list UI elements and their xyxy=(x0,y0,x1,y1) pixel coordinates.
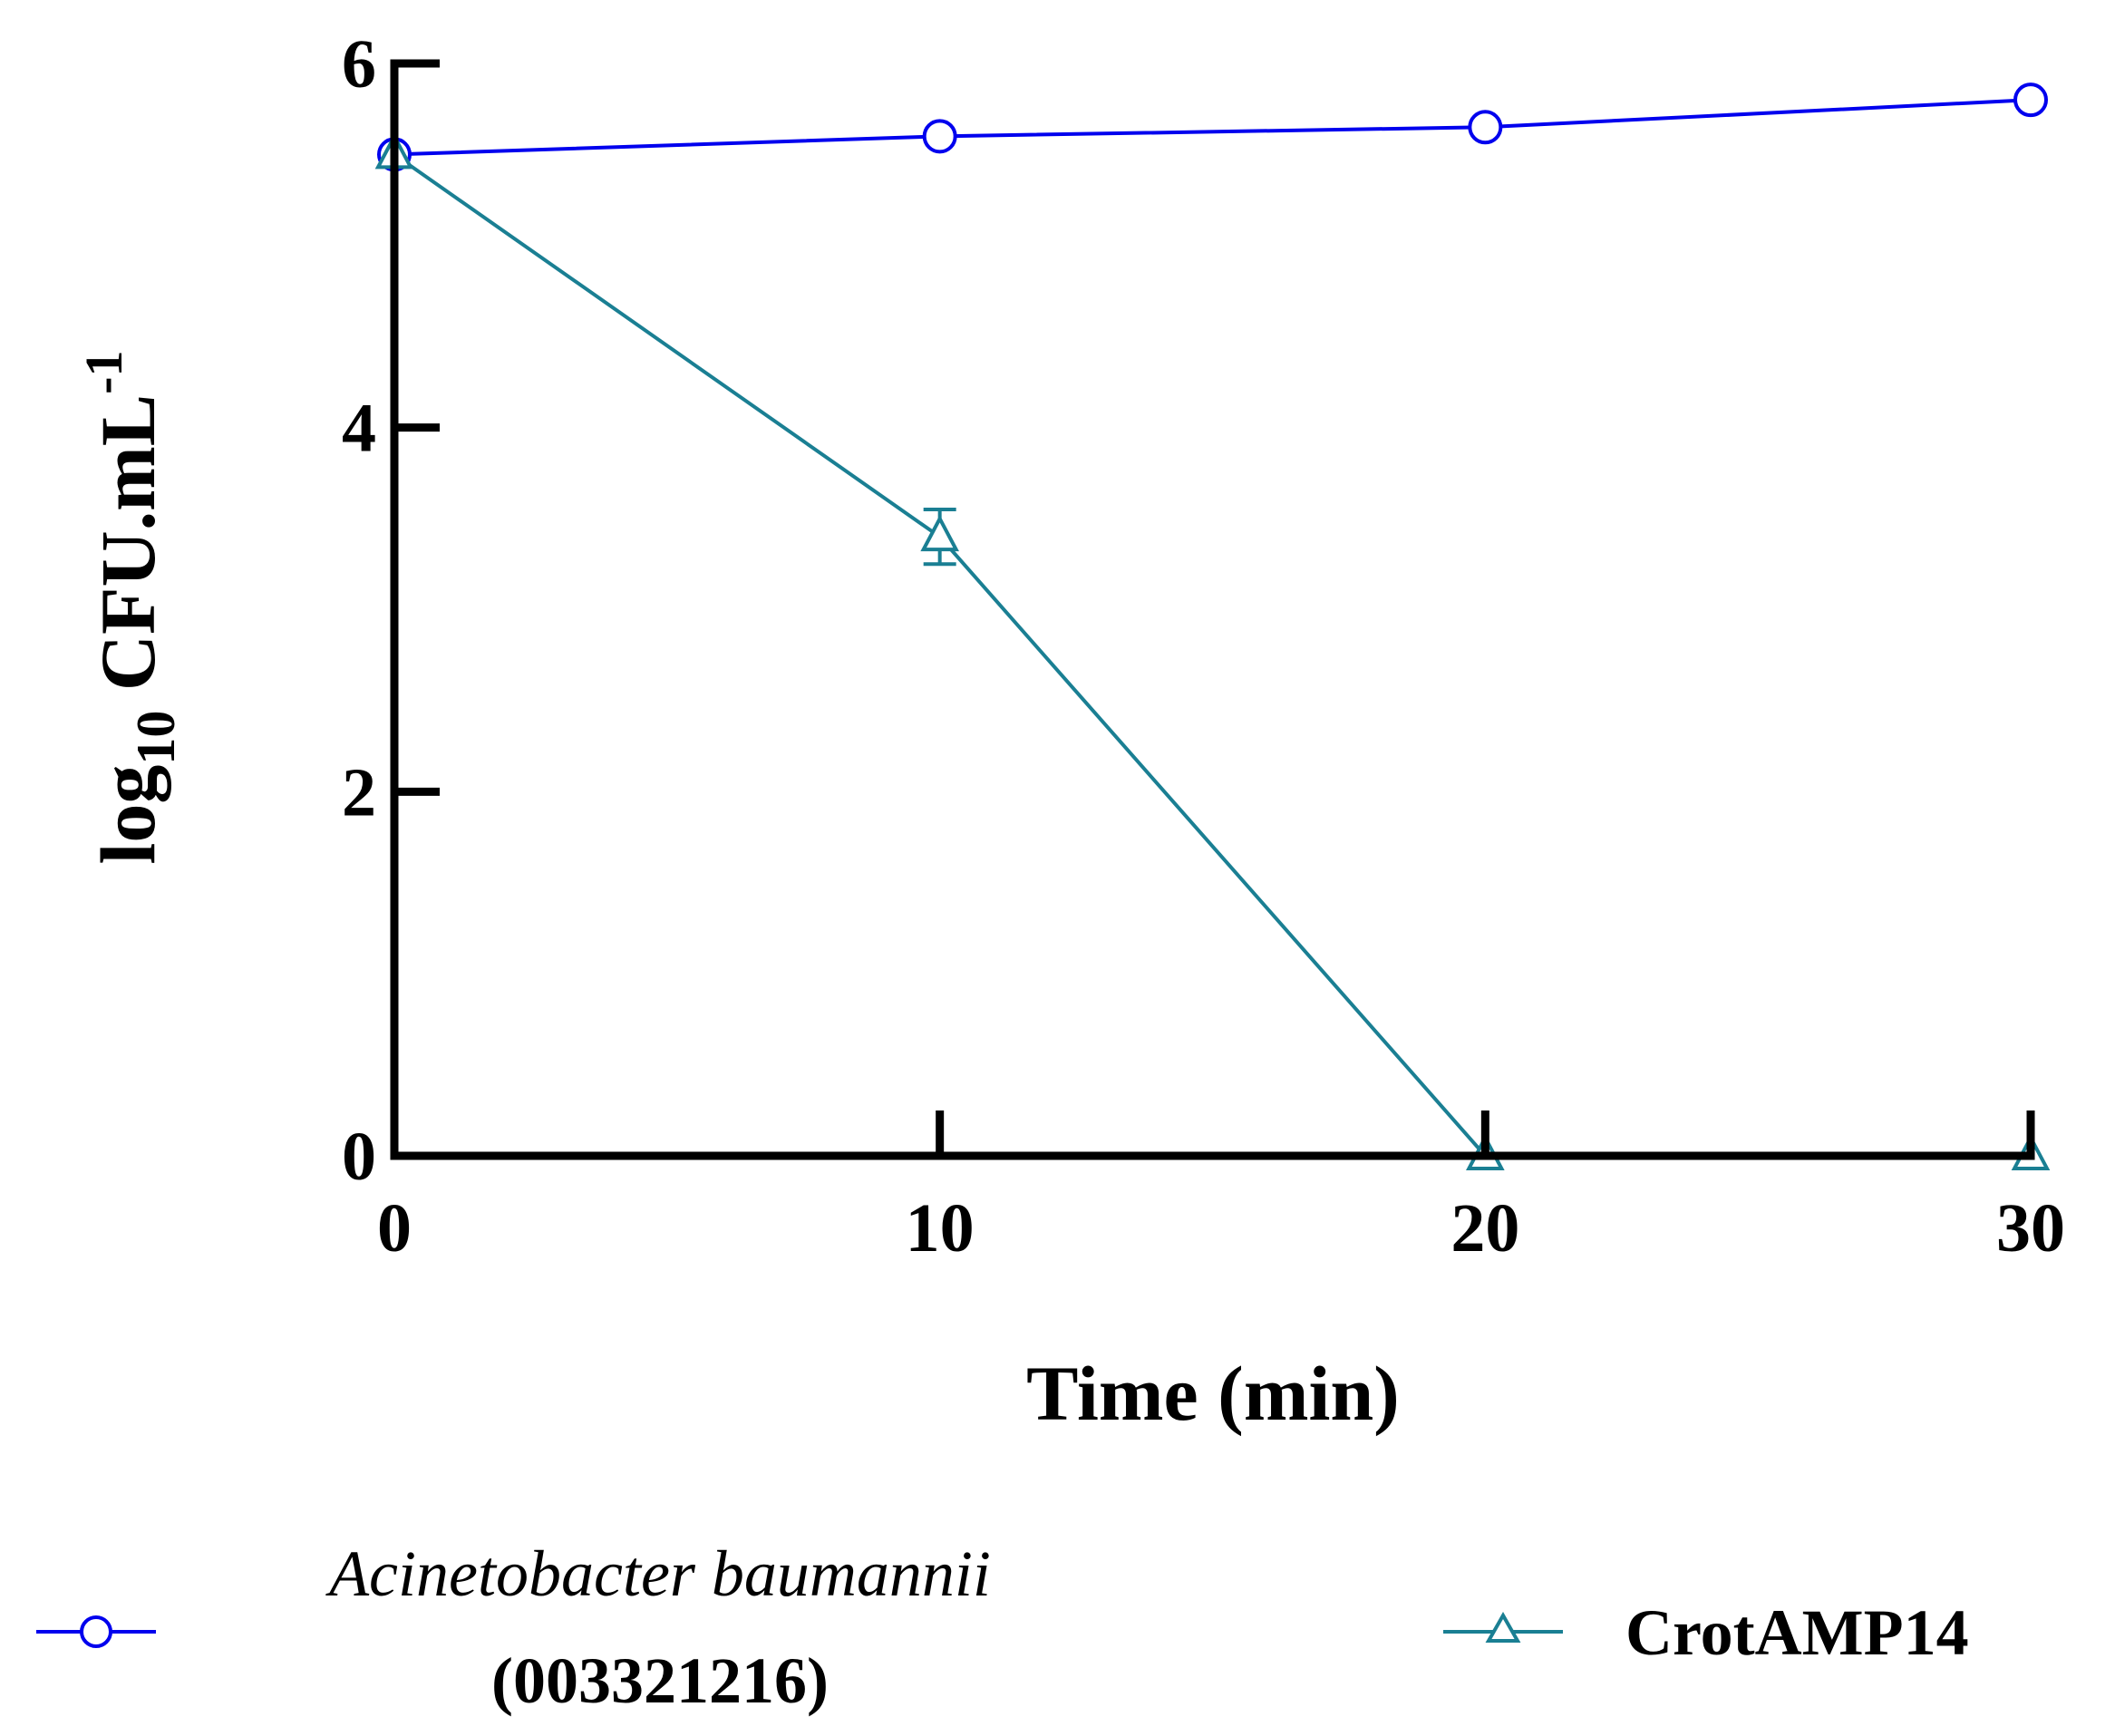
series-line-0 xyxy=(393,98,2032,157)
x-tick-label-30: 30 xyxy=(1996,1190,2065,1266)
x-axis-title: Time (min) xyxy=(1026,1350,1400,1437)
y-axis-title-main: CFU.mL xyxy=(84,394,171,711)
x-tick-label-10: 10 xyxy=(906,1190,975,1266)
legend-item-acinetobacter: Acinetobacter baumannii (003321216) xyxy=(36,1537,991,1717)
legend-triangle-marker-icon xyxy=(1485,1611,1521,1643)
y-tick-label-0: 0 xyxy=(342,1119,376,1195)
data-point-1-1 xyxy=(920,514,959,552)
y-tick-label-2: 2 xyxy=(342,754,376,830)
data-point-0-1 xyxy=(922,119,957,154)
y-tick-label-4: 4 xyxy=(342,391,376,467)
y-axis-title-superscript: -1 xyxy=(74,351,133,394)
x-tick-label-20: 20 xyxy=(1450,1190,1519,1266)
axis-titles: Time (min) log10 CFU.mL-1 xyxy=(74,351,1400,1437)
legend-circle-marker-icon xyxy=(80,1615,112,1648)
legend: Acinetobacter baumannii (003321216) Crot… xyxy=(36,1537,1969,1717)
legend-label-acinetobacter-line2: (003321216) xyxy=(491,1644,829,1717)
legend-label-crotamp14: CrotAMP14 xyxy=(1625,1596,1969,1669)
legend-item-crotamp14: CrotAMP14 xyxy=(1443,1596,1969,1669)
y-axis-title-prefix: log xyxy=(84,765,171,865)
plot-area xyxy=(374,82,2051,1170)
axes: 0 2 4 6 0 10 20 30 xyxy=(342,26,2065,1266)
data-point-0-3 xyxy=(2013,82,2048,118)
data-point-0-2 xyxy=(1468,110,1503,145)
legend-label-acinetobacter-line1: Acinetobacter baumannii xyxy=(325,1537,991,1610)
x-tick-label-0: 0 xyxy=(377,1190,412,1266)
y-axis-title: log10 CFU.mL-1 xyxy=(74,351,186,865)
y-tick-label-6: 6 xyxy=(342,26,376,102)
y-axis-title-subscript: 10 xyxy=(126,711,186,765)
series-line-1 xyxy=(393,152,2031,1158)
